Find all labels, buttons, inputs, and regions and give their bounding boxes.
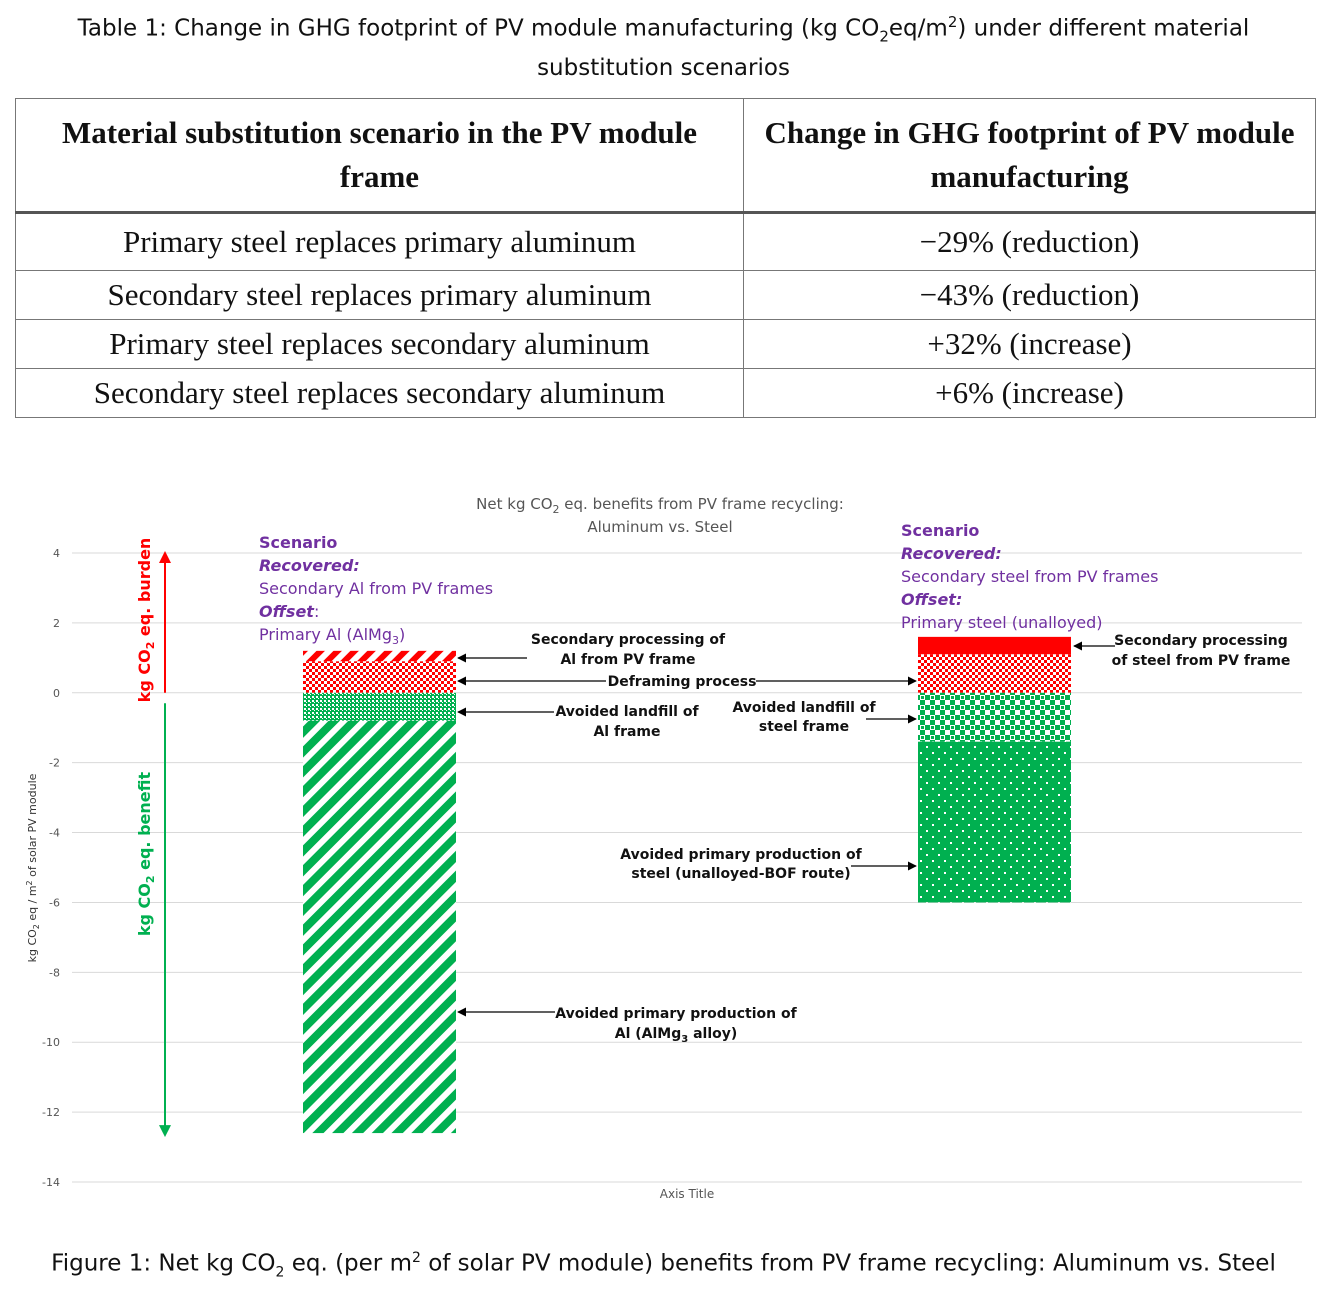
y-tick-label: -2 (49, 757, 60, 770)
bar-segment-4 (918, 636, 1071, 655)
table-cell-change: +6% (increase) (743, 368, 1316, 418)
bar-segment-2 (303, 692, 456, 721)
annotations: Secondary processing of Al from PV frame… (457, 632, 1291, 1045)
y-axis-ticks: 4 2 0 -2 -4 -6 -8 -10 -12 -14 (42, 547, 60, 1189)
table-header-change: Change in GHG footprint of PV module man… (743, 98, 1316, 214)
scenario-steel: Scenario Recovered: Secondary steel from… (901, 521, 1158, 632)
y-tick-label: -14 (42, 1176, 60, 1189)
y-tick-label: -8 (49, 966, 60, 979)
scenario-aluminum: Scenario Recovered: Secondary Al from PV… (259, 533, 493, 647)
y-tick-label: -4 (49, 827, 60, 840)
table-cell-scenario: Primary steel replaces primary aluminum (15, 212, 744, 271)
scenario-al-recovered-value: Secondary Al from PV frames (259, 579, 493, 598)
y-tick-label: 2 (53, 617, 60, 630)
bar-segment-3 (303, 720, 456, 1134)
scenario-al-offset-value: Primary Al (AlMg3) (259, 625, 405, 647)
annotation-al-secondary-l1: Secondary processing of (531, 632, 726, 648)
y-axis-label: kg CO2 eq / m2 of solar PV module (25, 773, 41, 962)
stacked-bar-chart: Net kg CO2 eq. benefits from PV frame re… (25, 495, 1302, 1201)
annotation-al-landfill-l2: Al frame (593, 724, 660, 740)
chart-title-line2: Aluminum vs. Steel (587, 518, 732, 536)
y-tick-label: -10 (42, 1036, 60, 1049)
annotation-al-primary-l1: Avoided primary production of (555, 1006, 797, 1022)
scenario-steel-offset-value: Primary steel (unalloyed) (901, 613, 1102, 632)
annotation-steel-landfill-l1: Avoided landfill of (732, 700, 876, 716)
annotation-steel-primary-l1: Avoided primary production of (620, 847, 862, 863)
table-row: Secondary steel replaces primary aluminu… (15, 270, 1316, 320)
annotation-steel-secondary-l2: of steel from PV frame (1112, 653, 1291, 669)
scenario-al-offset-label: Offset: (259, 602, 319, 621)
table-cell-change: +32% (increase) (743, 319, 1316, 369)
table-cell-scenario: Primary steel replaces secondary aluminu… (15, 319, 744, 369)
annotation-al-landfill-l1: Avoided landfill of (555, 704, 699, 720)
y-tick-label: -12 (42, 1106, 60, 1119)
table-cell-change: −29% (reduction) (743, 212, 1316, 271)
chart-title-line1: Net kg CO2 eq. benefits from PV frame re… (476, 495, 844, 516)
bar-segment-6 (918, 692, 1071, 742)
annotation-steel-secondary-l1: Secondary processing (1114, 633, 1288, 649)
burden-label: kg CO2 eq. burden (135, 538, 157, 703)
table-row: Primary steel replaces primary aluminum … (15, 212, 1316, 271)
bar-segment-1 (303, 661, 456, 693)
scenario-steel-heading: Scenario (901, 521, 979, 540)
table-caption: Table 1: Change in GHG footprint of PV m… (77, 13, 1250, 82)
bar-segment-5 (918, 654, 1071, 693)
annotation-steel-landfill-l2: steel frame (759, 719, 849, 735)
bar-segment-7 (918, 741, 1071, 903)
annotation-al-primary-l2: Al (AlMg3 alloy) (615, 1026, 738, 1045)
y-tick-label: 0 (53, 687, 60, 700)
table-cell-scenario: Secondary steel replaces primary aluminu… (15, 270, 744, 320)
annotation-deframing: Deframing process (608, 674, 757, 690)
table-cell-change: −43% (reduction) (743, 270, 1316, 320)
bar-segment-0 (303, 650, 456, 662)
x-axis-label: Axis Title (660, 1187, 714, 1201)
table-row: Primary steel replaces secondary aluminu… (15, 319, 1316, 369)
y-tick-label: 4 (53, 547, 60, 560)
table-header-row: Material substitution scenario in the PV… (15, 98, 1316, 214)
gridlines (72, 552, 1302, 1183)
table-header-scenario: Material substitution scenario in the PV… (15, 98, 744, 214)
annotation-al-secondary-l2: Al from PV frame (560, 652, 695, 668)
scenario-steel-recovered-value: Secondary steel from PV frames (901, 567, 1158, 586)
scenario-steel-offset-label: Offset: (901, 590, 962, 609)
scenario-al-heading: Scenario (259, 533, 337, 552)
annotation-steel-primary-l2: steel (unalloyed-BOF route) (631, 866, 850, 882)
figure-caption: Figure 1: Net kg CO2 eq. (per m2 of sola… (51, 1250, 1276, 1281)
benefit-label: kg CO2 eq. benefit (135, 772, 157, 937)
y-tick-label: -6 (49, 896, 60, 909)
scenario-steel-recovered-label: Recovered: (901, 544, 1002, 563)
table-row: Secondary steel replaces secondary alumi… (15, 368, 1316, 418)
substitution-table: Material substitution scenario in the PV… (15, 98, 1316, 418)
bar-segments (303, 636, 1071, 1134)
table-cell-scenario: Secondary steel replaces secondary alumi… (15, 368, 744, 418)
scenario-al-recovered-label: Recovered: (259, 556, 360, 575)
